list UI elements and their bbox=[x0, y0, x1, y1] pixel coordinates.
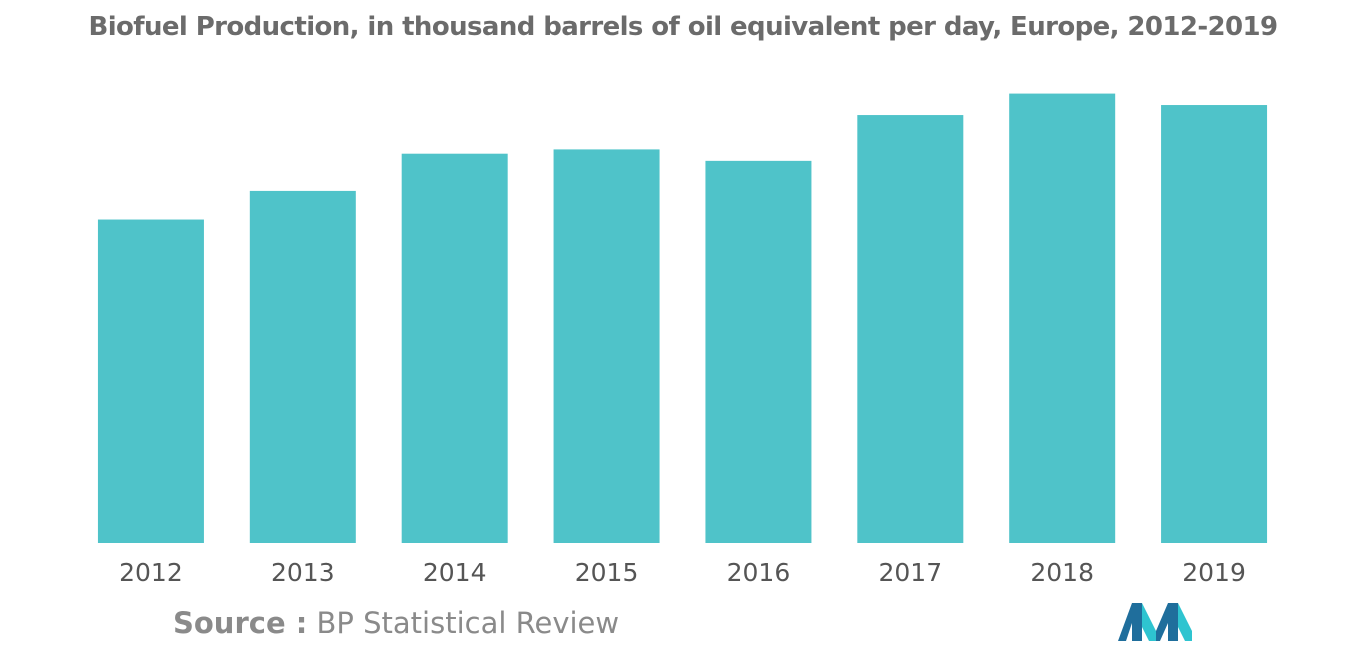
bar-2013 bbox=[249, 190, 356, 543]
source-text: BP Statistical Review bbox=[316, 606, 620, 640]
chart-title: Biofuel Production, in thousand barrels … bbox=[88, 12, 1278, 42]
x-tick-label-2017: 2017 bbox=[879, 558, 943, 587]
bar-2014 bbox=[401, 153, 508, 543]
x-tick-label-2013: 2013 bbox=[271, 558, 335, 587]
bar-2016 bbox=[705, 160, 812, 543]
bar-2012 bbox=[97, 219, 204, 543]
x-tick-label-2018: 2018 bbox=[1030, 558, 1094, 587]
x-tick-label-2015: 2015 bbox=[575, 558, 639, 587]
source-label: Source : bbox=[173, 606, 308, 640]
bar-2018 bbox=[1009, 93, 1116, 544]
x-tick-label-2014: 2014 bbox=[423, 558, 487, 587]
bars-group bbox=[97, 93, 1268, 544]
mordor-intelligence-logo-icon bbox=[1118, 603, 1192, 641]
bar-chart: 2012 2013 2014 2015 2016 2017 2018 2019 bbox=[97, 93, 1268, 587]
source-line: Source : BP Statistical Review bbox=[173, 606, 619, 640]
bar-2019 bbox=[1161, 105, 1268, 543]
x-tick-label-2019: 2019 bbox=[1182, 558, 1246, 587]
x-axis-ticks: 2012 2013 2014 2015 2016 2017 2018 2019 bbox=[119, 558, 1246, 587]
x-tick-label-2016: 2016 bbox=[727, 558, 791, 587]
x-tick-label-2012: 2012 bbox=[119, 558, 183, 587]
bar-2017 bbox=[857, 115, 964, 544]
bar-2015 bbox=[553, 149, 660, 543]
